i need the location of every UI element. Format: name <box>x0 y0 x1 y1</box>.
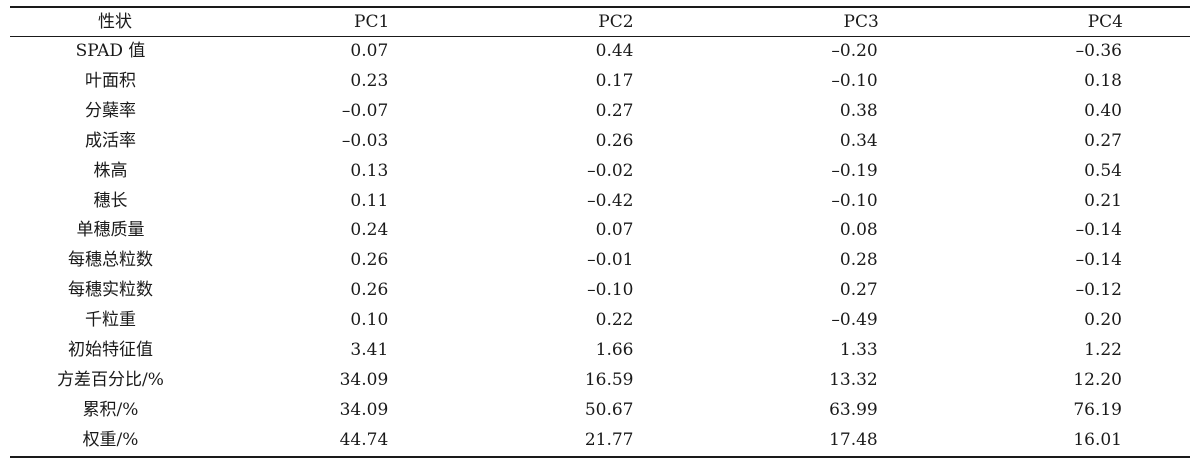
cell-trait: 株高 <box>93 160 128 181</box>
cell-pc3: 0.38 <box>839 100 878 121</box>
cell-pc1: 34.09 <box>339 399 389 420</box>
cell-pc1: 3.41 <box>350 340 389 361</box>
cell-pc3: 13.32 <box>829 369 878 390</box>
cell-trait: SPAD 值 <box>75 41 146 61</box>
table-row: 分蘖率 –0.07 0.27 0.38 0.40 <box>10 97 1190 127</box>
cell-pc1: 0.24 <box>350 220 389 241</box>
cell-pc2: 0.26 <box>595 130 634 151</box>
cell-trait: 方差百分比/% <box>57 369 164 390</box>
cell-trait: 每穗实粒数 <box>68 280 153 301</box>
table-row: 穗长 0.11 –0.42 –0.10 0.21 <box>10 187 1190 217</box>
cell-pc3: –0.20 <box>831 41 878 61</box>
cell-pc3: 0.08 <box>839 220 878 241</box>
cell-pc1: 44.74 <box>339 429 389 450</box>
cell-pc3: –0.10 <box>831 70 878 91</box>
cell-pc4: 0.54 <box>1084 160 1122 181</box>
cell-pc2: 0.22 <box>595 310 634 331</box>
cell-pc4: 0.20 <box>1084 310 1122 331</box>
cell-pc2: 21.77 <box>584 429 634 450</box>
cell-pc1: 0.13 <box>350 160 389 181</box>
table-row: 权重/% 44.74 21.77 17.48 16.01 <box>10 426 1190 457</box>
cell-pc1: 0.10 <box>350 310 389 331</box>
table-row: 株高 0.13 –0.02 –0.19 0.54 <box>10 157 1190 187</box>
cell-pc2: 16.59 <box>584 369 634 390</box>
table-row: 每穗总粒数 0.26 –0.01 0.28 –0.14 <box>10 246 1190 276</box>
cell-pc1: 0.26 <box>350 280 389 301</box>
table-row: SPAD 值 0.07 0.44 –0.20 –0.36 <box>10 37 1190 67</box>
cell-trait: 单穗质量 <box>76 220 145 241</box>
cell-pc4: 12.20 <box>1073 369 1122 390</box>
cell-trait: 穗长 <box>93 190 128 211</box>
cell-pc4: 0.40 <box>1084 100 1122 121</box>
cell-trait: 初始特征值 <box>68 340 153 361</box>
cell-pc4: 0.18 <box>1084 70 1122 91</box>
cell-pc4: 0.21 <box>1084 190 1122 211</box>
cell-pc4: –0.36 <box>1075 41 1122 61</box>
cell-pc1: –0.07 <box>341 100 389 121</box>
cell-pc2: 0.07 <box>595 220 634 241</box>
cell-pc4: –0.14 <box>1075 250 1122 271</box>
header-pc1: PC1 <box>354 12 390 32</box>
cell-pc4: 16.01 <box>1073 429 1122 450</box>
cell-pc2: 0.44 <box>595 41 634 61</box>
cell-pc3: 0.28 <box>839 250 878 271</box>
table-row: 每穗实粒数 0.26 –0.10 0.27 –0.12 <box>10 276 1190 306</box>
cell-pc2: –0.01 <box>587 250 634 271</box>
cell-trait: 叶面积 <box>85 70 136 91</box>
table-row: 初始特征值 3.41 1.66 1.33 1.22 <box>10 336 1190 366</box>
cell-pc1: 0.07 <box>350 41 389 61</box>
table-header: 性状 PC1 PC2 PC3 PC4 <box>10 7 1190 37</box>
data-table-container: 性状 PC1 PC2 PC3 PC4 SPAD 值 0.07 0.44 –0.2… <box>10 6 1190 458</box>
header-pc3: PC3 <box>843 12 879 32</box>
table-row: 叶面积 0.23 0.17 –0.10 0.18 <box>10 67 1190 97</box>
cell-trait: 每穗总粒数 <box>68 250 153 271</box>
cell-pc4: 0.27 <box>1084 130 1122 151</box>
table-row: 单穗质量 0.24 0.07 0.08 –0.14 <box>10 216 1190 246</box>
table-body: SPAD 值 0.07 0.44 –0.20 –0.36 叶面积 0.23 0.… <box>10 37 1190 457</box>
cell-pc2: –0.42 <box>587 190 634 211</box>
cell-pc3: 63.99 <box>829 399 878 420</box>
cell-pc1: 0.23 <box>350 70 389 91</box>
cell-trait: 千粒重 <box>85 310 136 331</box>
table-row: 成活率 –0.03 0.26 0.34 0.27 <box>10 127 1190 157</box>
cell-pc4: 76.19 <box>1073 399 1122 420</box>
cell-pc3: –0.10 <box>831 190 878 211</box>
cell-pc3: 0.27 <box>839 280 878 301</box>
cell-trait: 累积/% <box>82 399 139 420</box>
cell-trait: 分蘖率 <box>85 100 136 121</box>
cell-pc1: 0.26 <box>350 250 389 271</box>
cell-pc2: –0.02 <box>587 160 634 181</box>
table-row: 累积/% 34.09 50.67 63.99 76.19 <box>10 396 1190 426</box>
header-pc4: PC4 <box>1087 12 1123 32</box>
cell-pc4: 1.22 <box>1084 340 1122 361</box>
cell-pc2: 0.27 <box>595 100 634 121</box>
cell-pc1: 34.09 <box>339 369 389 390</box>
table-row: 方差百分比/% 34.09 16.59 13.32 12.20 <box>10 366 1190 396</box>
header-row: 性状 PC1 PC2 PC3 PC4 <box>10 7 1190 37</box>
cell-pc4: –0.14 <box>1075 220 1122 241</box>
cell-pc3: 1.33 <box>839 340 878 361</box>
cell-pc2: 0.17 <box>595 70 634 91</box>
cell-pc2: –0.10 <box>587 280 634 301</box>
header-pc2: PC2 <box>598 12 634 32</box>
cell-pc4: –0.12 <box>1075 280 1122 301</box>
cell-pc1: 0.11 <box>350 190 389 211</box>
cell-pc3: –0.19 <box>831 160 878 181</box>
cell-pc3: –0.49 <box>831 310 878 331</box>
table-row: 千粒重 0.10 0.22 –0.49 0.20 <box>10 306 1190 336</box>
cell-trait: 成活率 <box>85 130 136 151</box>
cell-pc2: 1.66 <box>595 340 634 361</box>
pca-loadings-table: 性状 PC1 PC2 PC3 PC4 SPAD 值 0.07 0.44 –0.2… <box>10 6 1190 458</box>
cell-pc3: 17.48 <box>829 429 878 450</box>
cell-pc1: –0.03 <box>341 130 389 151</box>
cell-trait: 权重/% <box>82 429 139 450</box>
cell-pc3: 0.34 <box>839 130 878 151</box>
header-trait: 性状 <box>98 12 132 32</box>
cell-pc2: 50.67 <box>584 399 634 420</box>
